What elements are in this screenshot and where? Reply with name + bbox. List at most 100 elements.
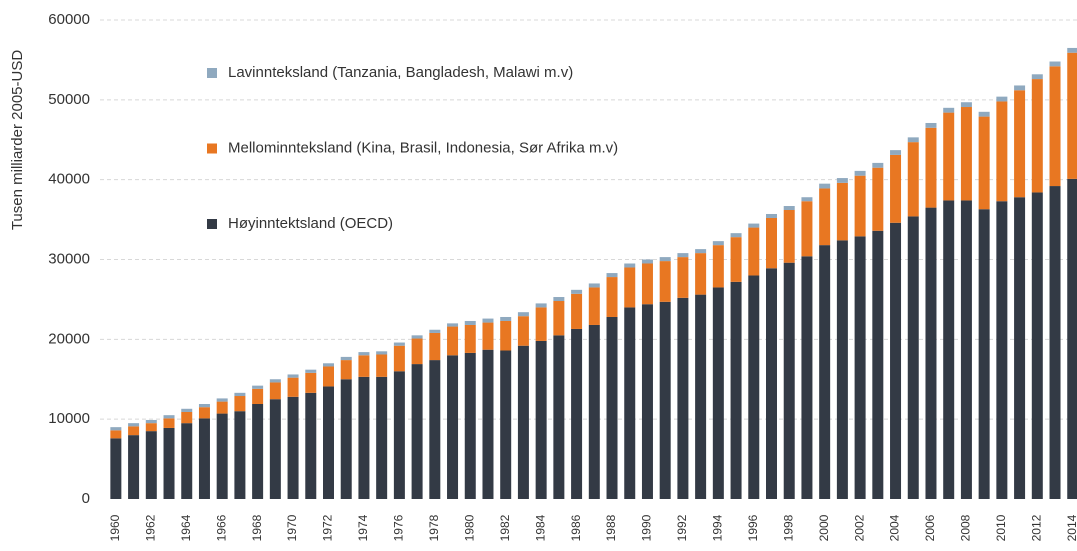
bar-segment xyxy=(198,407,210,419)
bar-segment xyxy=(819,183,831,189)
x-tick-label: 2014 xyxy=(1065,514,1077,541)
bar-segment xyxy=(925,207,937,499)
bar-segment xyxy=(624,267,636,308)
bar-segment xyxy=(145,431,157,499)
bar-segment xyxy=(163,418,175,428)
bar-segment xyxy=(943,112,955,201)
bar-segment xyxy=(429,332,441,361)
bar-segment xyxy=(588,324,600,499)
bar-segment xyxy=(340,360,352,380)
bar-segment xyxy=(748,227,760,276)
bar-segment xyxy=(181,423,193,499)
bar-segment xyxy=(305,372,317,393)
x-tick-label: 1984 xyxy=(533,514,547,541)
bar-segment xyxy=(482,318,494,323)
legend-label: Mellominnteksland (Kina, Brasil, Indones… xyxy=(228,139,618,156)
bar-segment xyxy=(535,307,547,341)
x-tick-label: 2002 xyxy=(852,514,866,541)
bar-segment xyxy=(358,352,370,356)
bar-segment xyxy=(482,322,494,350)
bar-segment xyxy=(128,423,140,427)
bar-segment xyxy=(269,382,281,400)
bar-segment xyxy=(836,178,848,183)
x-tick-label: 1988 xyxy=(604,514,618,541)
bar-segment xyxy=(641,304,653,499)
bar-segment xyxy=(606,273,618,278)
bar-segment xyxy=(695,294,707,499)
bar-segment xyxy=(836,182,848,241)
bar-segment xyxy=(429,360,441,499)
bar-segment xyxy=(464,320,476,325)
y-tick-label: 60000 xyxy=(48,11,90,28)
x-tick-label: 1974 xyxy=(356,514,370,541)
bar-segment xyxy=(234,392,246,397)
bar-segment xyxy=(1014,197,1026,500)
bar-segment xyxy=(854,236,866,499)
y-tick-label: 30000 xyxy=(48,250,90,267)
bar-segment xyxy=(943,200,955,499)
bar-segment xyxy=(624,263,636,268)
bar-segment xyxy=(323,363,334,367)
bar-segment xyxy=(198,418,210,499)
bar-segment xyxy=(234,411,246,499)
bar-segment xyxy=(571,289,583,294)
bar-segment xyxy=(801,197,813,202)
bar-segment xyxy=(1049,61,1061,67)
bar-segment xyxy=(216,401,228,414)
x-tick-label: 1972 xyxy=(321,514,335,541)
bar-segment xyxy=(411,335,423,339)
bar-segment xyxy=(730,281,742,499)
bar-segment xyxy=(216,398,228,402)
bar-segment xyxy=(925,127,937,208)
bar-segment xyxy=(819,245,831,499)
bar-segment xyxy=(252,403,264,499)
bar-segment xyxy=(198,403,210,408)
bar-segment xyxy=(925,122,937,128)
bar-segment xyxy=(783,262,795,499)
bar-segment xyxy=(1067,52,1077,179)
bar-segment xyxy=(996,101,1008,202)
x-tick-label: 1968 xyxy=(250,514,264,541)
bar-segment xyxy=(1014,90,1026,198)
bar-segment xyxy=(110,427,122,431)
bar-segment xyxy=(659,261,671,302)
bar-segment xyxy=(748,275,760,499)
bar-segment xyxy=(287,377,299,397)
bar-segment xyxy=(393,371,405,499)
bar-segment xyxy=(712,245,724,288)
x-tick-label: 1978 xyxy=(427,514,441,541)
bar-segment xyxy=(695,253,707,295)
x-tick-label: 1996 xyxy=(746,514,760,541)
bar-segment xyxy=(447,326,459,356)
bar-segment xyxy=(181,411,193,424)
bar-segment xyxy=(659,301,671,499)
bar-segment xyxy=(110,438,122,499)
x-tick-label: 1980 xyxy=(462,514,476,541)
x-tick-label: 2010 xyxy=(994,514,1008,541)
x-tick-label: 2008 xyxy=(959,514,973,541)
bar-segment xyxy=(783,206,795,211)
bar-segment xyxy=(819,188,831,246)
bar-segment xyxy=(500,320,512,351)
bar-segment xyxy=(128,435,140,499)
bar-segment xyxy=(1067,47,1077,53)
bar-segment xyxy=(606,277,618,317)
bar-segment xyxy=(323,386,334,499)
bar-segment xyxy=(588,283,600,288)
bar-segment xyxy=(1049,66,1061,187)
bar-segment xyxy=(1049,186,1061,499)
legend-swatch xyxy=(207,68,217,78)
bar-segment xyxy=(411,364,423,499)
bar-segment xyxy=(890,150,902,155)
bar-segment xyxy=(854,175,866,237)
x-tick-label: 1976 xyxy=(392,514,406,541)
bar-segment xyxy=(535,303,547,308)
bar-segment xyxy=(571,328,583,499)
bar-segment xyxy=(447,355,459,499)
y-tick-label: 50000 xyxy=(48,91,90,108)
bar-segment xyxy=(1031,192,1043,499)
bar-segment xyxy=(996,201,1008,499)
x-tick-label: 1966 xyxy=(214,514,228,541)
bar-segment xyxy=(145,419,157,424)
bar-segment xyxy=(960,102,972,108)
